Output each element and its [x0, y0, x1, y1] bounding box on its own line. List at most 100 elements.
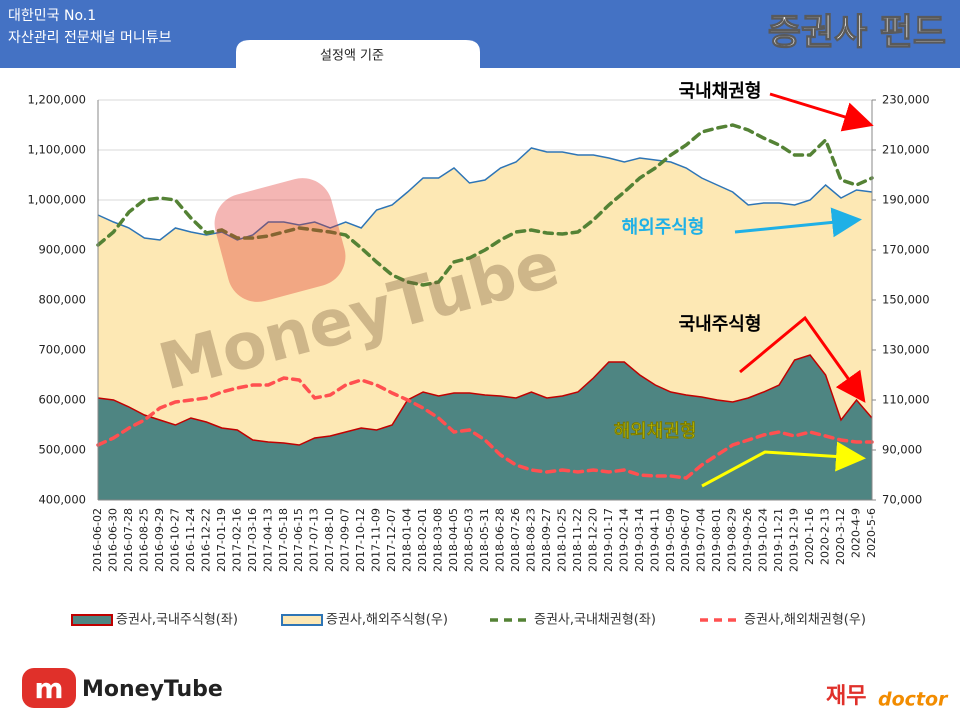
tagline: 대한민국 No.1 [8, 8, 96, 24]
arrow [769, 92, 874, 132]
y2-tick-label: 90,000 [882, 443, 922, 457]
x-tick-label: 2016-06-02 [91, 508, 104, 572]
legend-swatch [71, 614, 113, 626]
x-tick-label: 2016-12-22 [199, 508, 212, 572]
y2-tick-label: 170,000 [882, 243, 930, 257]
x-tick-label: 2017-10-12 [354, 508, 367, 572]
x-tick-label: 2020-3-12 [834, 508, 847, 565]
legend-label: 증권사,국내주식형(좌) [116, 613, 238, 628]
area [98, 355, 872, 500]
legend-swatch [281, 614, 323, 626]
x-tick-label: 2018-04-05 [447, 508, 460, 572]
y2-tick-label: 190,000 [882, 193, 930, 207]
x-tick-label: 2018-11-22 [571, 508, 584, 572]
x-tick-label: 2018-06-28 [493, 508, 506, 572]
legend-label: 증권사,해외채권형(우) [744, 613, 866, 628]
tab-label: 설정액 기준 [320, 49, 384, 64]
y-tick-label: 1,100,000 [27, 143, 86, 157]
y2-tick-label: 230,000 [882, 93, 930, 107]
x-tick-label: 2016-07-28 [122, 508, 135, 572]
arrow [701, 441, 866, 488]
x-tick-label: 2019-12-19 [788, 508, 801, 572]
x-tick-label: 2016-11-24 [184, 508, 197, 572]
logo-right: 재무 [826, 684, 866, 709]
annotation: 해외주식형 [622, 217, 705, 238]
x-tick-label: 2019-05-09 [664, 508, 677, 572]
x-tick-label: 2017-05-18 [277, 508, 290, 572]
y-tick-label: 900,000 [38, 243, 86, 257]
annotation: 국내주식형 [679, 314, 762, 335]
arrow [734, 207, 862, 238]
logo-right-sub: doctor [878, 689, 949, 711]
x-tick-label: 2020-1-16 [803, 508, 816, 565]
line [96, 376, 874, 480]
x-tick-label: 2018-09-27 [540, 508, 553, 572]
x-tick-label: 2018-03-08 [432, 508, 445, 572]
x-tick-label: 2018-05-31 [478, 508, 491, 572]
y-tick-label: 400,000 [38, 493, 86, 507]
y-tick-label: 1,000,000 [27, 193, 86, 207]
x-tick-label: 2019-11-21 [772, 508, 785, 572]
line [96, 123, 874, 287]
x-tick-label: 2020-2-13 [819, 508, 832, 565]
x-tick-label: 2017-08-10 [323, 508, 336, 572]
arrows [701, 92, 874, 488]
x-tick-label: 2019-03-14 [633, 508, 646, 572]
x-tick-label: 2017-07-13 [308, 508, 321, 572]
x-tick-label: 2016-06-30 [106, 508, 119, 572]
y-tick-label: 700,000 [38, 343, 86, 357]
y-tick-label: 1,200,000 [27, 93, 86, 107]
x-tick-label: 2019-06-07 [679, 508, 692, 572]
x-tick-label: 2017-04-13 [261, 508, 274, 572]
x-tick-label: 2018-10-25 [555, 508, 568, 572]
x-tick-label: 2020-5-6 [865, 508, 878, 558]
x-tick-label: 2018-07-26 [509, 508, 522, 572]
y2-tick-label: 110,000 [882, 393, 930, 407]
arrow [739, 315, 866, 403]
x-tick-label: 2017-12-07 [385, 508, 398, 572]
area-outline [97, 147, 873, 241]
x-tick-label: 2019-08-29 [726, 508, 739, 572]
x-tick-label: 2016-10-27 [168, 508, 181, 572]
x-tick-label: 2017-01-19 [215, 508, 228, 572]
x-tick-label: 2017-03-16 [246, 508, 259, 572]
y2-tick-label: 150,000 [882, 293, 930, 307]
tagline: 자산관리 전문채널 머니튜브 [8, 30, 172, 46]
x-tick-label: 2019-04-11 [648, 508, 661, 572]
x-tick-label: 2016-08-25 [137, 508, 150, 572]
x-tick-label: 2018-08-23 [524, 508, 537, 572]
x-tick-label: 2016-09-29 [153, 508, 166, 572]
x-tick-label: 2018-01-04 [401, 508, 414, 572]
x-tick-label: 2019-02-14 [617, 508, 630, 572]
y2-tick-label: 70,000 [882, 493, 922, 507]
legend-label: 증권사,해외주식형(우) [326, 613, 448, 628]
x-tick-label: 2017-02-16 [230, 508, 243, 572]
legend-label: 증권사,국내채권형(좌) [534, 613, 656, 628]
slide-title: 증권사 펀드 [768, 12, 946, 53]
logo-left: MoneyTube [82, 677, 223, 702]
plot: 400,000 500,000 600,000 700,000 800,000 900,0… [27, 93, 929, 628]
x-tick-label: 2017-06-15 [292, 508, 305, 572]
watermark-icon [214, 178, 346, 302]
y-tick-label: 600,000 [38, 393, 86, 407]
y-tick-label: 500,000 [38, 443, 86, 457]
x-tick-label: 2018-05-03 [463, 508, 476, 572]
x-tick-label: 2018-02-01 [416, 508, 429, 572]
y-tick-label: 800,000 [38, 293, 86, 307]
x-tick-label: 2018-12-20 [586, 508, 599, 572]
area-outline [97, 354, 873, 446]
logo-icon-mark: m [34, 672, 63, 705]
annotation: 국내채권형 [679, 81, 762, 102]
x-tick-label: 2019-01-17 [602, 508, 615, 572]
x-tick-label: 2019-09-26 [741, 508, 754, 572]
x-tick-label: 2019-07-04 [695, 508, 708, 572]
x-tick-label: 2019-10-24 [757, 508, 770, 572]
y2-tick-label: 130,000 [882, 343, 930, 357]
logo-icon [22, 668, 76, 708]
x-tick-label: 2017-11-09 [370, 508, 383, 572]
annotation: 해외채권형 [614, 421, 697, 442]
x-tick-label: 2017-09-07 [339, 508, 352, 572]
tab [236, 40, 480, 68]
x-tick-label: 2019-08-01 [710, 508, 723, 572]
